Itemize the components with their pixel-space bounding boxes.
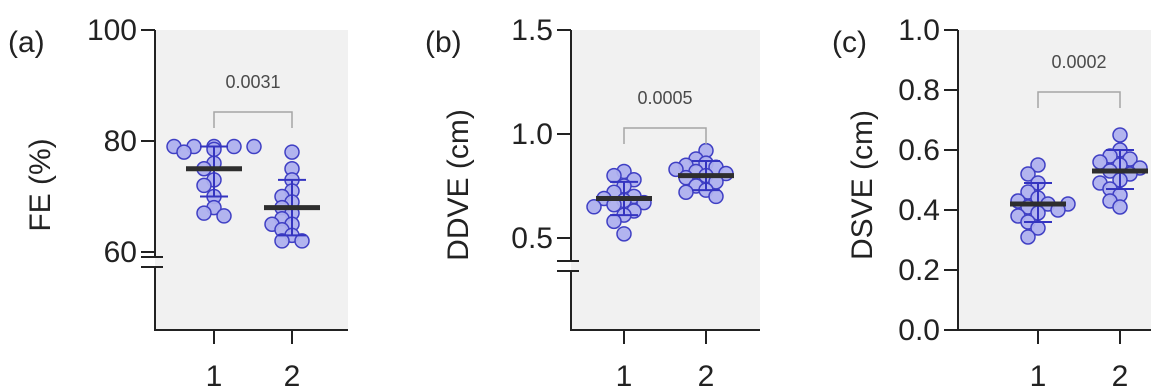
y-tick-label: 0.4: [898, 194, 940, 227]
p-value-label: 0.0031: [225, 72, 280, 92]
data-point: [586, 199, 602, 215]
data-point: [1112, 127, 1128, 143]
panel-c: 0.0 0.2 0.4 0.6 0.8 1.0 1 2 (c) DSVE (cm) 0.0002: [832, 14, 1151, 392]
y-tick-label: 0.2: [898, 254, 940, 287]
data-point: [246, 138, 262, 155]
x-tick-label: 1: [616, 360, 633, 392]
data-point: [196, 177, 212, 194]
x-tick-label: 1: [206, 360, 223, 392]
y-tick-label: 1.5: [511, 14, 553, 47]
data-point: [1020, 166, 1036, 182]
data-point: [294, 233, 310, 249]
plot-background: [571, 30, 760, 330]
data-point: [1030, 157, 1046, 173]
data-point: [274, 233, 290, 249]
y-axis-label: FE (%): [24, 138, 57, 231]
x-tick-label: 2: [698, 360, 715, 392]
data-point: [606, 213, 622, 230]
panel-label: (c): [832, 26, 867, 59]
x-tick-label: 1: [1030, 360, 1047, 392]
panel-b: 0.5 1.0 1.5 1 2 (b) DDVE (cm) 0.0005: [425, 14, 760, 392]
data-point: [196, 205, 212, 221]
y-tick-label: 100: [87, 14, 137, 47]
plot-background: [155, 30, 348, 330]
y-tick-label: 1.0: [511, 118, 553, 151]
data-point: [216, 208, 232, 224]
p-value-label: 0.0005: [637, 88, 692, 108]
y-axis-label: DSVE (cm): [846, 110, 879, 260]
panel-label: (b): [425, 26, 462, 59]
significance-bracket: [623, 127, 707, 144]
y-tick-label: 1.0: [898, 14, 940, 47]
significance-bracket: [213, 111, 293, 128]
data-point: [226, 138, 242, 155]
data-point: [708, 188, 724, 205]
panel-a: 60 80 100 1 2 (a) FE (%) 0.0031: [8, 14, 348, 392]
y-tick-label: 0.8: [898, 74, 940, 107]
y-axis-label: DDVE (cm): [442, 109, 475, 261]
data-point: [678, 184, 694, 200]
y-tick-label: 0.5: [511, 222, 553, 255]
panel-label: (a): [8, 26, 45, 59]
y-tick-label: 80: [104, 125, 137, 158]
p-value-label: 0.0002: [1051, 52, 1106, 72]
significance-bracket: [1037, 91, 1121, 108]
data-point: [284, 144, 300, 160]
y-tick-label: 0.0: [898, 314, 940, 347]
y-tick-label: 0.6: [898, 134, 940, 167]
x-tick-label: 2: [1112, 360, 1129, 392]
data-point: [176, 144, 192, 160]
data-point: [1112, 199, 1128, 215]
x-tick-label: 2: [284, 360, 301, 392]
data-point: [616, 226, 632, 242]
data-point: [668, 161, 684, 178]
y-tick-label: 60: [104, 236, 137, 269]
data-point: [1020, 229, 1036, 245]
